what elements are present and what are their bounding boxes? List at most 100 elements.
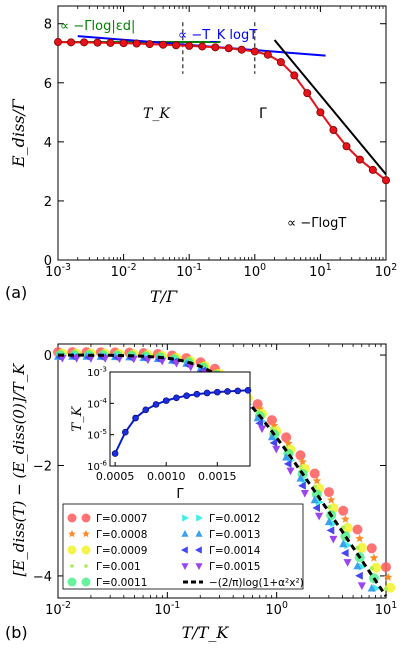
marker: [298, 464, 303, 469]
inset-point: [224, 388, 231, 395]
data-point: [355, 155, 364, 164]
marker: [129, 355, 138, 364]
marker: [341, 525, 346, 530]
marker: [82, 530, 90, 538]
panel-a-ylabel: E_diss/Γ: [9, 98, 28, 168]
panel-a-ytick-label: 0: [44, 254, 52, 269]
panel-b-ytick-label: 0: [44, 349, 52, 364]
marker: [298, 457, 307, 466]
marker: [323, 487, 334, 498]
legend-label: Γ=0.0015: [209, 561, 260, 573]
marker: [67, 513, 77, 523]
data-point: [237, 45, 246, 54]
marker: [355, 545, 360, 550]
data-point: [276, 58, 285, 67]
marker: [341, 514, 350, 523]
marker: [315, 498, 324, 507]
data-point: [198, 42, 207, 51]
panel-a-label: (a): [5, 283, 27, 302]
marker: [195, 546, 202, 554]
marker: [101, 355, 110, 363]
marker: [158, 357, 167, 366]
marker: [258, 425, 267, 434]
marker: [315, 512, 324, 521]
data-point: [381, 176, 390, 185]
marker: [181, 530, 189, 537]
data-point: [119, 39, 128, 48]
inset-point: [173, 394, 180, 402]
marker: [383, 586, 389, 591]
marker: [115, 355, 124, 363]
scaling-curve: [58, 353, 388, 597]
panel-a-xtick-label: 100: [244, 262, 267, 280]
panel-a: 10-3 10-2 10-1 100 101 102 0 2 4 6 8 ∝ −Γlog|εd| ∝…: [5, 5, 397, 306]
data-point: [132, 39, 141, 48]
legend-label: Γ=0.0008: [96, 529, 147, 541]
marker: [67, 577, 77, 587]
marker: [338, 505, 349, 516]
legend-label: Γ=0.0013: [209, 529, 260, 541]
marker: [356, 542, 367, 553]
data-curve: [57, 41, 387, 182]
panel-a-xtick-label: 10-1: [176, 262, 202, 280]
panel-a-xtick-label: 10-3: [45, 262, 71, 280]
data-point: [263, 50, 272, 59]
annotation-black: ∝ −ΓlogT: [287, 216, 346, 231]
data-point: [329, 126, 338, 135]
inset-point: [203, 389, 211, 397]
marker: [326, 495, 336, 504]
marker: [195, 563, 203, 570]
marker: [300, 490, 309, 498]
marker: [310, 495, 319, 504]
data-point: [224, 44, 233, 53]
data-point: [185, 41, 194, 50]
panel-b-ylabel: [E_diss(T) − (E_diss(0)]/T_K: [10, 363, 28, 577]
marker: [295, 450, 306, 461]
panel-b-xtick-label: 10-1: [154, 600, 180, 618]
panel-a-frame: [57, 5, 387, 261]
marker: [324, 517, 333, 526]
data-point: [145, 40, 154, 49]
panel-a-xtick-label: 10-2: [111, 262, 137, 280]
inset-frame: [109, 371, 251, 467]
marker: [371, 562, 382, 573]
marker: [296, 473, 305, 482]
panel-b-xlabel: T/T_K: [182, 623, 230, 642]
marker: [283, 459, 292, 468]
data-point: [303, 89, 312, 98]
panel-b-frame: [57, 343, 387, 599]
marker: [267, 432, 276, 441]
legend-label: Γ=0.0009: [96, 545, 147, 557]
label-gamma: Γ: [259, 106, 267, 122]
marker: [281, 432, 292, 443]
annotation-green: ∝ −Γlog|εd|: [60, 19, 135, 34]
marker: [81, 545, 91, 555]
marker: [309, 468, 320, 479]
data-point: [93, 38, 102, 47]
marker: [195, 530, 203, 537]
legend-label: Γ=0.001: [96, 561, 141, 573]
panel-a-ytick-label: 6: [44, 77, 52, 92]
marker: [286, 467, 295, 476]
inset-point: [111, 450, 119, 457]
data-point: [316, 108, 325, 117]
marker: [81, 577, 91, 587]
marker: [366, 543, 377, 554]
panel-a-xtick-label: 101: [309, 262, 332, 280]
marker: [172, 360, 181, 368]
marker: [329, 535, 338, 544]
marker: [269, 438, 278, 447]
marker: [255, 419, 263, 428]
data-point: [211, 43, 220, 52]
marker: [312, 476, 322, 485]
legend-label: −(2/π)log(1+α²x²): [209, 577, 304, 589]
marker: [367, 583, 376, 592]
panel-b: 10-2 10-1 100 101 0 −2 −4 0.0005 0.0010 0.0015 10…: [5, 343, 397, 642]
panel-a-xlabel: T/Γ: [150, 287, 178, 306]
data-point: [106, 38, 115, 47]
marker: [357, 582, 366, 591]
marker: [340, 549, 349, 558]
data-point: [159, 40, 168, 49]
marker: [355, 534, 364, 543]
